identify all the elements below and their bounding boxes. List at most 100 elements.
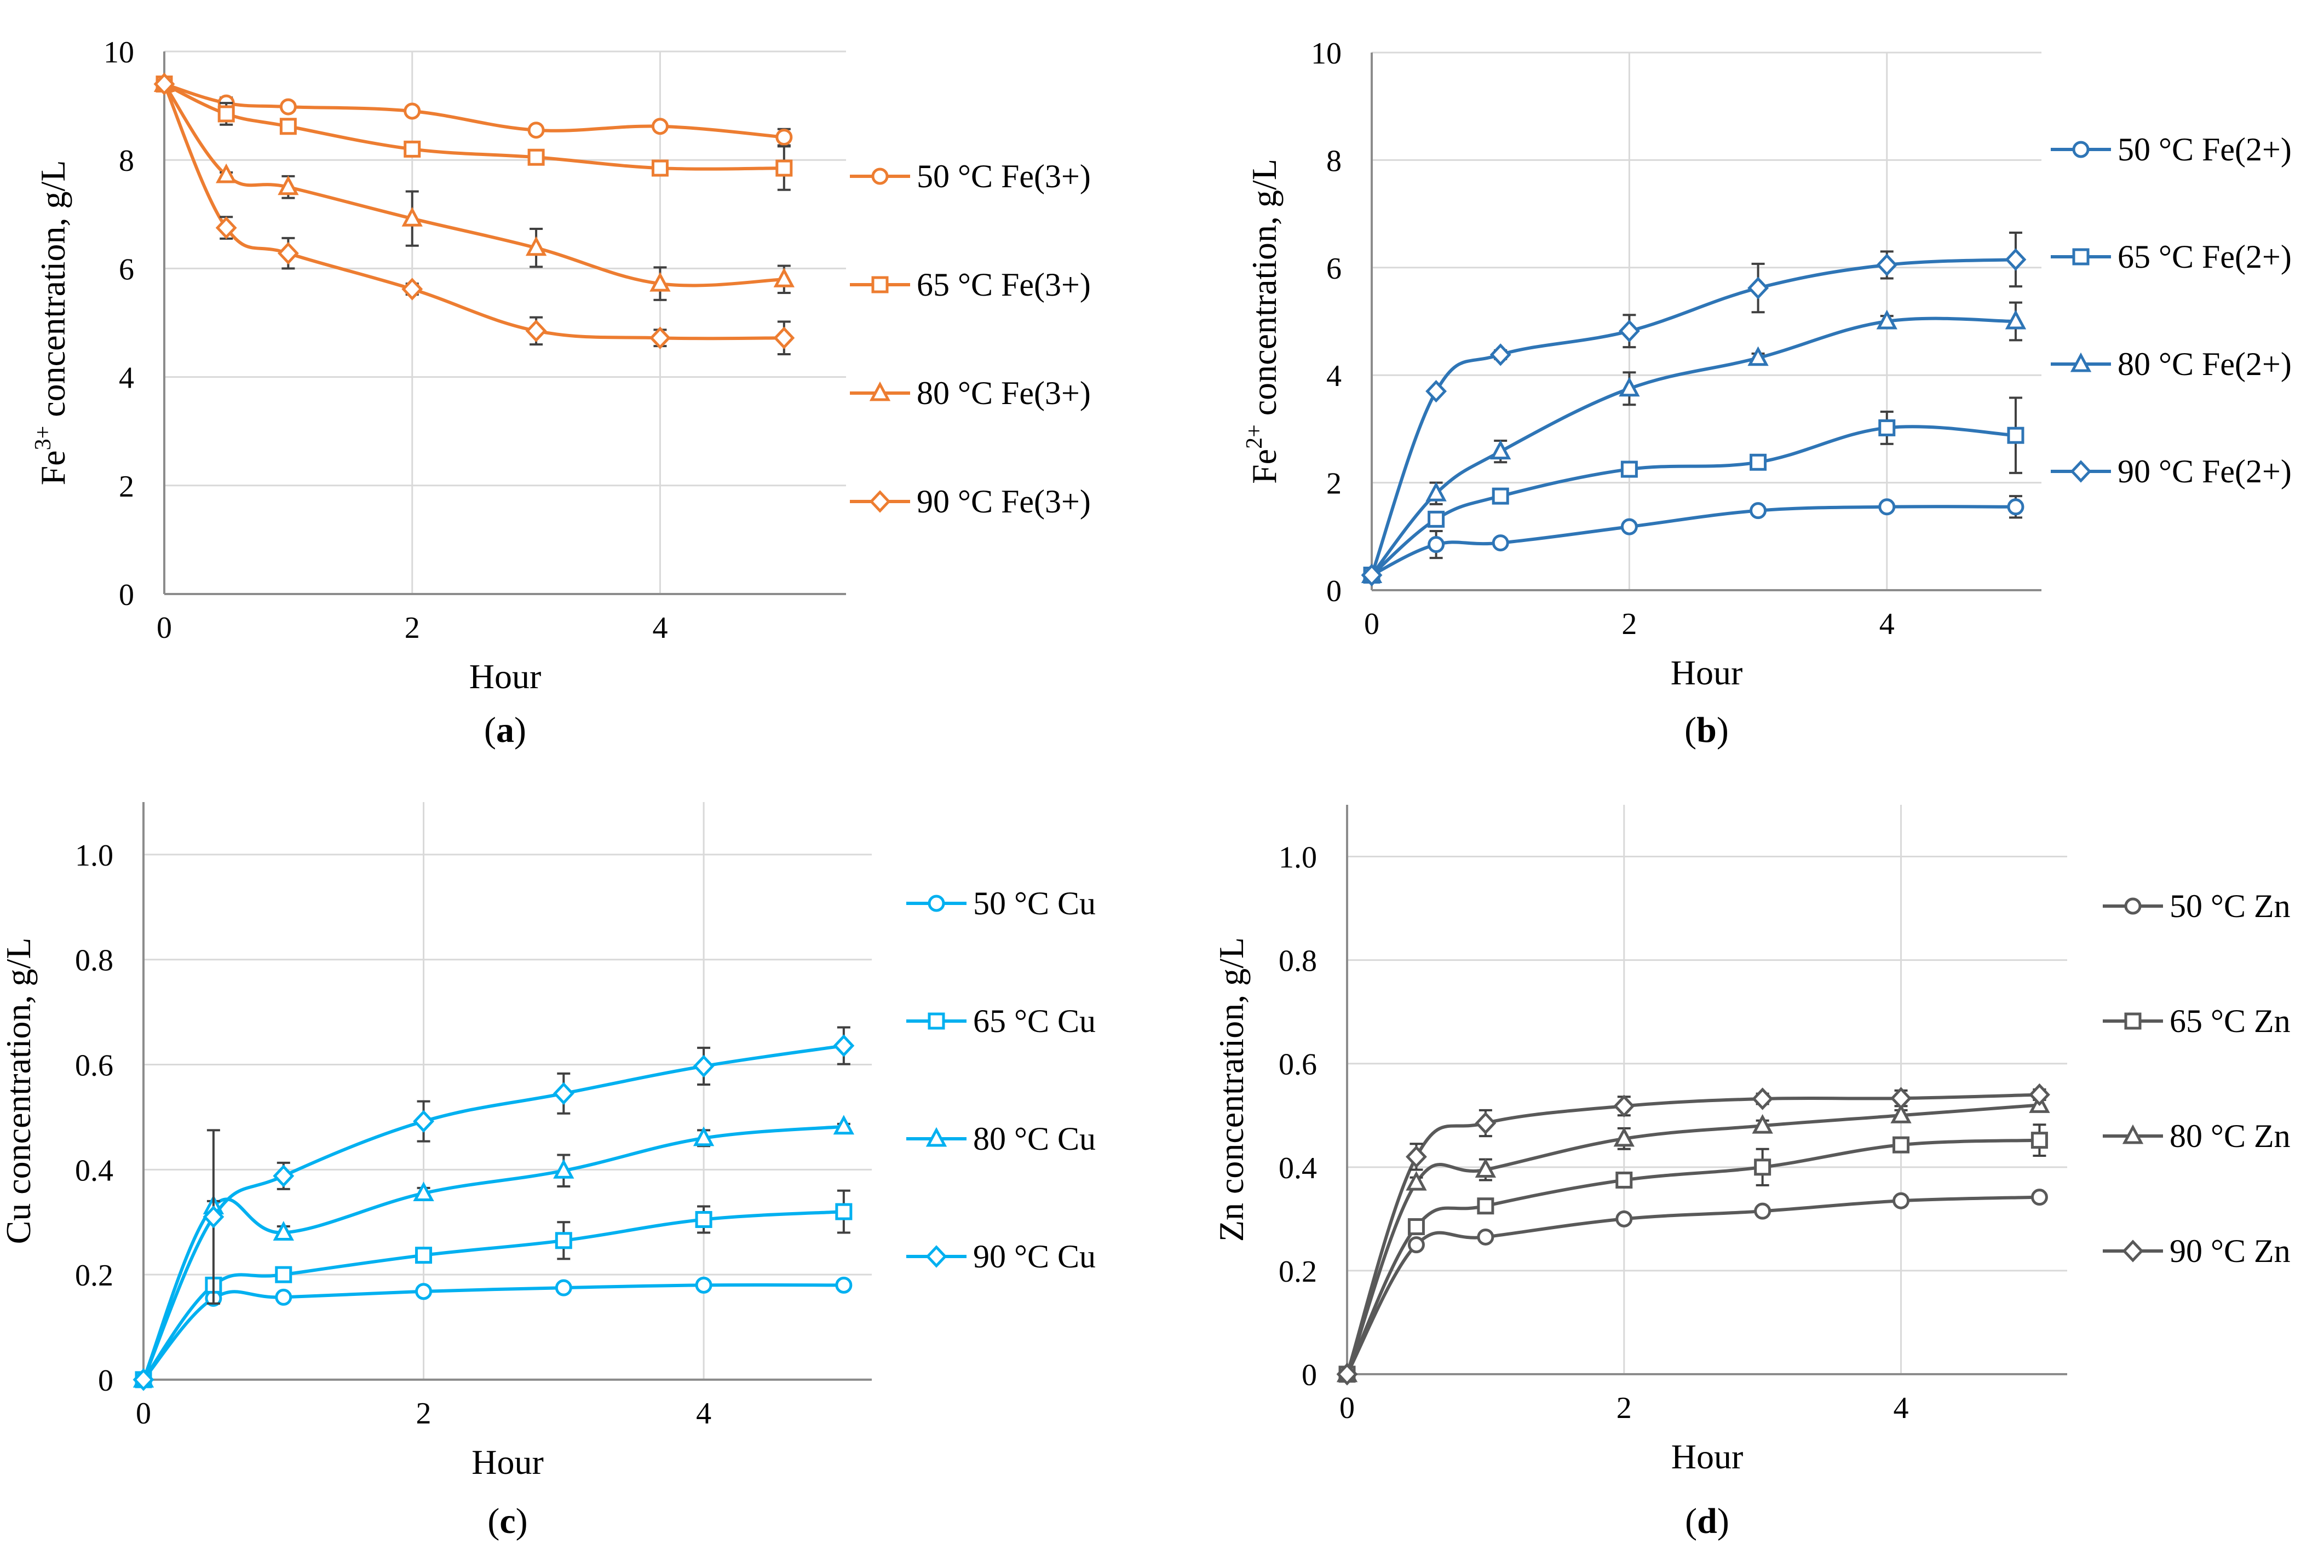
y-tick-label: 8 bbox=[119, 144, 134, 178]
series-diamond bbox=[133, 1026, 855, 1391]
caption-close: ) bbox=[1717, 710, 1729, 750]
series-square bbox=[1363, 396, 2024, 584]
legend-label: 90 °C Cu bbox=[973, 1238, 1096, 1275]
data-point-circle bbox=[279, 98, 297, 116]
data-point-square bbox=[1615, 1171, 1633, 1189]
data-point-diamond bbox=[1613, 1094, 1635, 1117]
x-tick-label: 4 bbox=[696, 1397, 711, 1431]
series-circle bbox=[1363, 495, 2024, 584]
panel-caption: (c) bbox=[487, 1501, 527, 1541]
data-point-diamond bbox=[1876, 253, 1898, 276]
legend-item: 80 °C Zn bbox=[2103, 1118, 2291, 1154]
y-tick-label: 6 bbox=[1326, 252, 1342, 286]
data-point-triangle bbox=[693, 1126, 715, 1146]
data-point-triangle bbox=[401, 206, 423, 227]
y-tick-label: 0 bbox=[119, 578, 134, 612]
data-point-triangle bbox=[833, 1115, 855, 1135]
data-point-square bbox=[1892, 1136, 1910, 1154]
panel-caption: (a) bbox=[484, 710, 526, 750]
y-tick-label: 0.6 bbox=[75, 1049, 113, 1083]
x-tick-label: 2 bbox=[416, 1397, 432, 1431]
data-point-triangle bbox=[413, 1181, 434, 1202]
data-point-circle bbox=[1615, 1210, 1633, 1227]
legend-item: 90 °C Fe(3+) bbox=[850, 483, 1091, 520]
x-tick-label: 4 bbox=[652, 611, 668, 645]
series-circle bbox=[1338, 1189, 2048, 1383]
data-point-square bbox=[775, 159, 793, 177]
data-point-square bbox=[275, 1266, 292, 1283]
y-tick-label: 0 bbox=[98, 1364, 113, 1398]
caption-letter: b bbox=[1696, 710, 1717, 750]
data-point-diamond bbox=[1890, 1087, 1912, 1110]
y-tick-label: 1.0 bbox=[1279, 841, 1317, 875]
legend-item: 50 °C Cu bbox=[906, 885, 1096, 921]
legend-item: 50 °C Zn bbox=[2103, 888, 2291, 924]
series-triangle bbox=[1361, 301, 2027, 584]
legend-item: 90 °C Fe(2+) bbox=[2051, 453, 2292, 489]
data-point-circle bbox=[835, 1276, 853, 1294]
x-tick-label: 0 bbox=[1339, 1391, 1355, 1425]
data-point-diamond bbox=[773, 326, 795, 349]
data-point-diamond bbox=[1425, 380, 1447, 403]
legend-marker-circle bbox=[2072, 141, 2090, 158]
caption-open: ( bbox=[484, 710, 496, 750]
legend-marker-diamond bbox=[2122, 1240, 2144, 1263]
data-point-circle bbox=[1407, 1236, 1425, 1254]
legend-label: 65 °C Fe(3+) bbox=[917, 267, 1091, 303]
caption-letter: d bbox=[1697, 1501, 1717, 1541]
series-line bbox=[142, 1125, 844, 1381]
data-point-triangle bbox=[525, 236, 547, 256]
x-tick-label: 4 bbox=[1894, 1391, 1909, 1425]
data-point-circle bbox=[2007, 498, 2024, 516]
y-axis-label-superscript: 2+ bbox=[1242, 424, 1267, 449]
legend-marker-square bbox=[928, 1012, 945, 1030]
y-tick-label: 2 bbox=[1326, 467, 1342, 501]
chart-panel-c: 0 2 4 0 0.2 0.4 0.6 0.8 1.0 Hour Cu concentration,… bbox=[0, 802, 1096, 1541]
data-point-triangle bbox=[273, 1221, 294, 1241]
data-point-triangle bbox=[1890, 1103, 1912, 1123]
legend-marker-circle bbox=[928, 895, 945, 912]
data-point-circle bbox=[555, 1279, 572, 1296]
legend-item: 90 °C Zn bbox=[2103, 1233, 2291, 1269]
x-axis-label: Hour bbox=[469, 657, 542, 696]
data-point-diamond bbox=[401, 278, 423, 301]
y-tick-label: 10 bbox=[103, 36, 134, 70]
series-diamond bbox=[153, 72, 795, 355]
data-point-triangle bbox=[1613, 1127, 1635, 1147]
legend-label: 90 °C Fe(2+) bbox=[2118, 453, 2292, 489]
series-line bbox=[163, 83, 784, 287]
y-tick-label: 1.0 bbox=[75, 839, 113, 873]
legend-marker-diamond bbox=[2070, 460, 2092, 483]
chart-panel-a: 0 2 4 0 2 4 6 8 10 Hour Fe3+ concentration, g/L 50 … bbox=[31, 36, 1091, 750]
caption-letter: a bbox=[496, 710, 514, 750]
series-line bbox=[1370, 258, 2016, 576]
legend-marker-diamond bbox=[869, 490, 891, 513]
data-point-diamond bbox=[277, 242, 299, 265]
data-point-triangle bbox=[649, 272, 671, 292]
data-point-square bbox=[2007, 426, 2024, 444]
legend-item: 90 °C Cu bbox=[906, 1238, 1096, 1275]
y-tick-label: 0 bbox=[1302, 1358, 1317, 1392]
series-line bbox=[142, 1283, 844, 1381]
legend-label: 80 °C Cu bbox=[973, 1121, 1096, 1157]
y-tick-label: 8 bbox=[1326, 144, 1342, 178]
legend-label: 65 °C Zn bbox=[2170, 1003, 2291, 1039]
y-tick-label: 4 bbox=[1326, 359, 1342, 393]
legend-label: 50 °C Fe(2+) bbox=[2118, 131, 2292, 168]
y-tick-label: 0.8 bbox=[1279, 944, 1317, 978]
y-axis-label-rest: concentration, g/L bbox=[1245, 159, 1284, 424]
legend-marker-square bbox=[2072, 248, 2090, 266]
data-point-square bbox=[2030, 1132, 2048, 1149]
legend-label: 65 °C Cu bbox=[973, 1003, 1096, 1039]
y-tick-label: 0.4 bbox=[1279, 1151, 1317, 1185]
caption-close: ) bbox=[514, 710, 526, 750]
series-square bbox=[135, 1189, 853, 1388]
data-point-square bbox=[835, 1203, 853, 1220]
data-point-diamond bbox=[1489, 343, 1511, 366]
chart-panel-b: 0 2 4 0 2 4 6 8 10 Hour Fe2+ concentration, g/L 50 … bbox=[1242, 37, 2292, 750]
caption-close: ) bbox=[1717, 1501, 1729, 1541]
series-diamond bbox=[1336, 1083, 2050, 1386]
series-square bbox=[1338, 1123, 2048, 1383]
data-point-square bbox=[527, 148, 545, 166]
